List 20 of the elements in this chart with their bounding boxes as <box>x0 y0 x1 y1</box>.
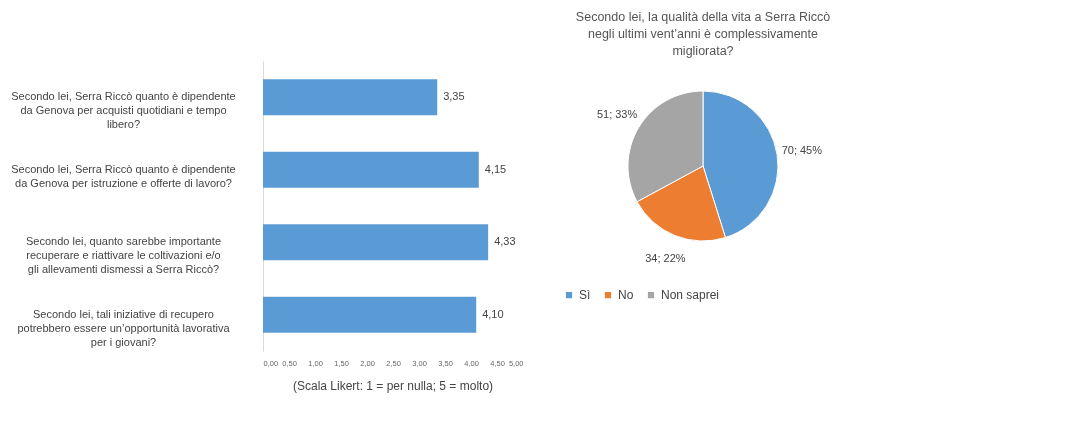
legend-label: Non saprei <box>661 288 720 303</box>
bar <box>263 79 438 116</box>
bar <box>263 151 479 188</box>
y-tick-label: Secondo lei, Serra Riccò quanto è dipendente da Genova per acquisti quotidiani e tempo libero? <box>11 90 236 131</box>
legend-label: No <box>618 288 634 303</box>
data-label: 4,15 <box>484 162 507 175</box>
data-label: 70; 45% <box>781 143 823 156</box>
data-label: 4,33 <box>494 235 516 248</box>
data-label: 34; 22% <box>645 251 686 264</box>
data-label: 3,35 <box>443 90 465 103</box>
chart-title: Secondo lei, la qualità della vita a Serra Riccò negli ultimi vent’anni è complessivamente migliorata? <box>575 9 831 58</box>
y-tick-label: Secondo lei, tali iniziative di recupero potrebbero essere un’opportunità lavorativa per i giovani? <box>17 307 231 348</box>
data-label: 4,10 <box>482 307 504 320</box>
data-label: 51; 33% <box>596 107 638 120</box>
bar <box>263 224 489 261</box>
bar <box>263 296 477 333</box>
legend-label: Sì <box>579 288 591 303</box>
y-tick-label: Secondo lei, quanto sarebbe importante recuperare e riattivare le coltivazioni e/o gli allevamenti dismessi a Serra Riccò? <box>25 235 222 276</box>
y-tick-label: Secondo lei, Serra Riccò quanto è dipendente da Genova per istruzione e offerte di lavoro? <box>11 162 236 189</box>
text: (Scala Likert: 1 = per nulla; 5 = molto) <box>292 378 494 393</box>
